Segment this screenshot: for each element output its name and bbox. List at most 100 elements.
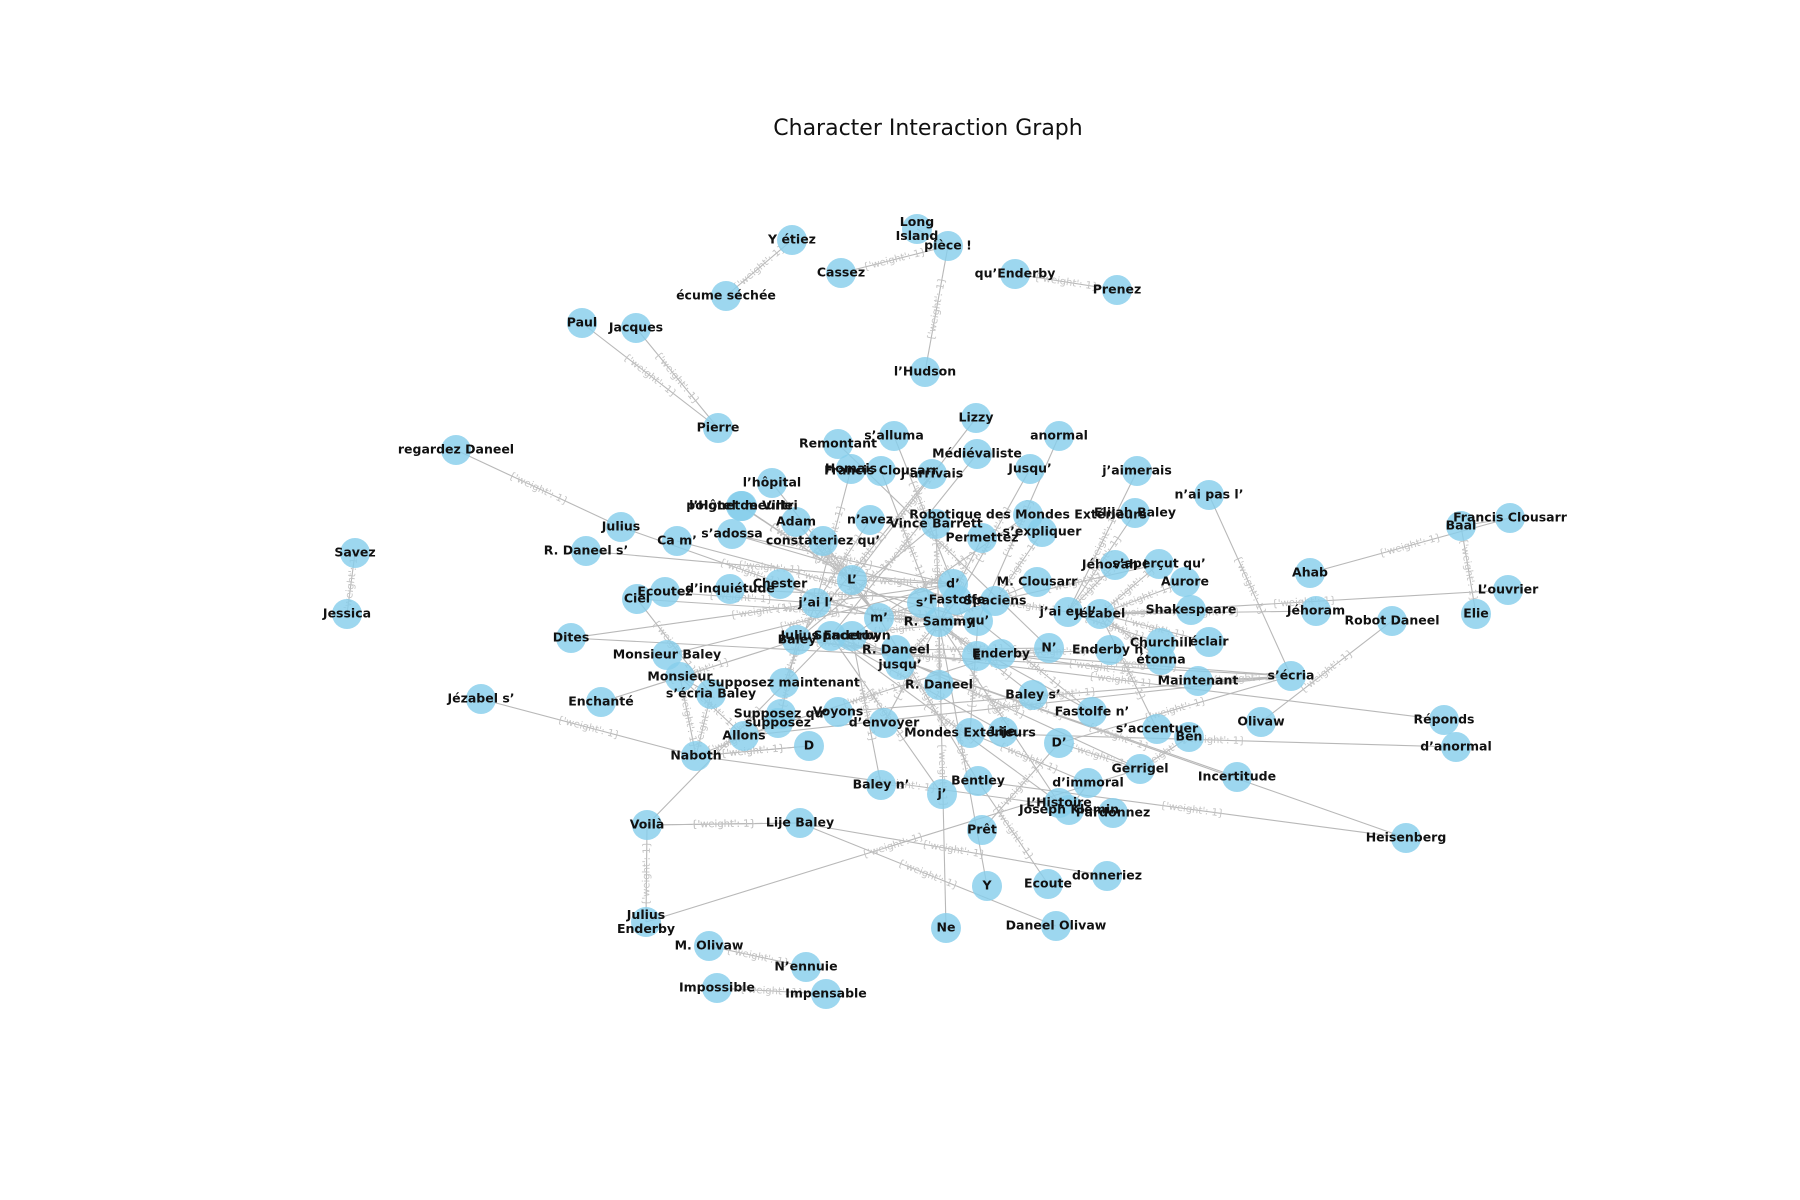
graph-node [556, 623, 586, 653]
edge-line [851, 635, 882, 786]
node-label: Pierre [697, 420, 740, 435]
graph-node [963, 606, 993, 636]
chart-title: Character Interaction Graph [773, 116, 1082, 141]
graph-node [703, 413, 733, 443]
graph-node [869, 708, 899, 738]
node-label: Prêt [967, 822, 997, 837]
edge-weight-label: {'weight': 1} [731, 243, 788, 293]
node-label: Médiévaliste [932, 446, 1022, 461]
edge-line [455, 449, 622, 528]
node-label: Adam [776, 514, 816, 529]
graph-node [1495, 503, 1525, 533]
graph-node [1015, 454, 1045, 484]
node-label: Olivaw [1237, 714, 1285, 729]
edge-line [1000, 653, 1199, 682]
node-label: Lizzy [959, 410, 994, 425]
graph-node [1000, 259, 1030, 289]
graph-node [1122, 456, 1152, 486]
edge-line [830, 635, 1004, 733]
node-label: j’ [936, 786, 946, 801]
node-label: Dites [553, 630, 590, 645]
node-label: Julius Enderby [780, 628, 882, 643]
graph-node [942, 585, 972, 615]
graph-node [571, 536, 601, 566]
node-label: l’hôpital [743, 475, 801, 490]
graph-node [1194, 627, 1224, 657]
node-label: D’ [1051, 735, 1066, 750]
graph-node [340, 538, 370, 568]
graph-node [837, 565, 867, 595]
node-label: Réponds [1414, 712, 1475, 727]
graph-node [662, 526, 692, 556]
node-label: N’ [1041, 640, 1056, 655]
graph-node [794, 731, 824, 761]
node-label: s’adossa [701, 526, 762, 541]
node-label: Fastolfe n’ [1055, 704, 1129, 719]
edge-line [977, 780, 1407, 839]
graph-node [769, 668, 799, 698]
node-label: Francis Clousarr [1453, 510, 1568, 525]
edge-line [994, 563, 1160, 602]
edge-line [1058, 675, 1292, 744]
node-label: Francis Clousarr [824, 463, 939, 478]
edge-line [1260, 620, 1393, 723]
node-label: Cassez [817, 265, 865, 280]
graph-node [757, 468, 787, 498]
graph-node [866, 456, 896, 486]
graph-node [1174, 722, 1204, 752]
node-label: j’ai l’ [797, 595, 833, 610]
graph-node [1183, 666, 1213, 696]
graph-node [811, 979, 841, 1009]
edge-weight-label: {'weight': 1} [934, 621, 945, 686]
node-label: anormal [1030, 428, 1088, 443]
node-label: Baal [1446, 518, 1477, 533]
graph-node [1276, 661, 1306, 691]
graph-node [1301, 596, 1331, 626]
node-label: Daneel Olivaw [1006, 918, 1107, 933]
edge-line [708, 945, 807, 968]
node-label: Supposez qu’ [734, 706, 829, 721]
graph-node [972, 871, 1002, 901]
node-label: Shakespeare [1146, 602, 1237, 617]
node-label: L’Histoire [1026, 795, 1092, 810]
node-label: Julius [601, 519, 640, 534]
graph-node [837, 621, 867, 651]
graph-node [1377, 606, 1407, 636]
edge-line [1067, 470, 1138, 613]
graph-node [967, 523, 997, 553]
graph-node [1041, 911, 1071, 941]
node-label: s’écria Baley [666, 686, 756, 701]
graph-node [879, 421, 909, 451]
node-label: d’envoyer [849, 715, 920, 730]
node-label: d’anormal [1420, 739, 1492, 754]
node-label: Long Island [896, 214, 939, 243]
edge-weight-label: {'weight': 1} [1212, 672, 1277, 686]
node-label: Aurore [1161, 574, 1209, 589]
edge-line [830, 635, 1407, 839]
graph-node [1142, 714, 1172, 744]
edge-weight-label: {'weight': 1} [1032, 686, 1098, 702]
node-label: constateriez qu’ [766, 533, 880, 548]
node-label: s’ [916, 595, 928, 610]
node-label: R. Daneel [862, 642, 930, 657]
node-label: Ca m’ [657, 533, 697, 548]
edge-line [1099, 581, 1186, 615]
edge-line [938, 621, 1060, 804]
graph-node [1085, 599, 1115, 629]
graph-node [1144, 549, 1174, 579]
node-label: m’ [870, 610, 888, 625]
graph-node [933, 231, 963, 261]
graph-node [980, 586, 1010, 616]
edge-line [830, 635, 1070, 811]
graph-node [781, 507, 811, 537]
graph-node [606, 512, 636, 542]
edge-line [741, 505, 853, 581]
node-label: d’ [946, 576, 960, 591]
node-label: Jézabel s’ [446, 691, 514, 706]
node-label: M. Olivaw [675, 938, 744, 953]
graph-node [924, 607, 954, 637]
node-label: Joseph Klemin [1018, 802, 1119, 817]
node-label: M. Clousarr [997, 574, 1079, 589]
